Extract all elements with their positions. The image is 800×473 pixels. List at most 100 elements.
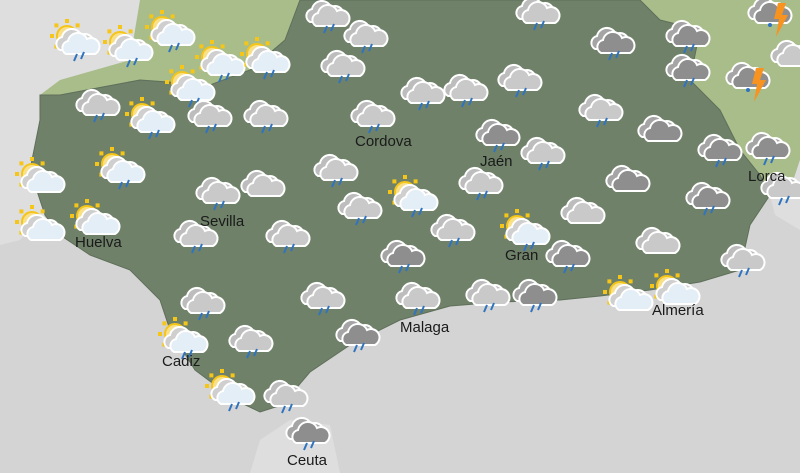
sun-ray — [74, 203, 79, 208]
sun-cloud-rain-icon — [195, 40, 246, 83]
sun-ray — [220, 369, 224, 373]
rain-drop — [490, 302, 495, 311]
rain-drop — [715, 159, 720, 168]
city-label-sevilla: Sevilla — [200, 213, 245, 230]
sun-ray — [183, 321, 188, 326]
sun-ray — [54, 23, 59, 28]
rain-drop — [268, 123, 273, 132]
rain-drops-icon — [261, 123, 273, 134]
cloud-shape — [406, 80, 446, 104]
rain-drop — [310, 440, 315, 449]
sun-ray — [392, 179, 397, 184]
rain-drop — [360, 342, 365, 351]
cloud-shape — [61, 31, 101, 55]
rain-drop — [212, 123, 217, 132]
sun-ray — [85, 199, 89, 203]
rain-drop — [303, 442, 308, 451]
cloud-shape — [526, 140, 566, 164]
sun-ray — [169, 69, 174, 74]
sun-ray — [603, 290, 607, 294]
cloud-shape — [206, 52, 246, 76]
rain-drop — [198, 243, 203, 252]
rain-drop — [375, 123, 380, 132]
cloud-shape — [319, 157, 359, 181]
cloud-icon — [560, 196, 606, 224]
dark-cloud-rain-icon — [475, 118, 521, 153]
sun-ray — [118, 25, 122, 29]
sun-ray — [210, 40, 214, 44]
rain-drop — [770, 155, 775, 164]
sun-ray — [162, 321, 167, 326]
sun-ray — [618, 275, 622, 279]
sun-ray — [30, 205, 34, 209]
rain-drop — [80, 51, 85, 60]
rain-drops-icon — [608, 50, 620, 61]
rain-drop — [331, 179, 336, 188]
cloud-shape — [176, 77, 216, 101]
rain-drop — [188, 349, 193, 358]
rain-drop — [683, 79, 688, 88]
rain-drop — [425, 100, 430, 109]
rain-drop — [198, 312, 203, 321]
rain-drop — [281, 405, 286, 414]
rain-drop — [500, 142, 505, 151]
rain-drop — [325, 305, 330, 314]
rain-drop — [188, 99, 193, 108]
rain-drops-icon — [205, 123, 217, 134]
rain-drop — [418, 207, 423, 216]
cloud-shape — [611, 168, 651, 192]
cloud-shape — [703, 137, 743, 161]
rain-drops-icon — [246, 348, 258, 359]
cloud-shape — [291, 420, 331, 444]
rain-drops-icon — [538, 160, 550, 171]
sun-ray — [650, 284, 654, 288]
sun-cloud-rain-icon — [125, 97, 176, 140]
sun-ray — [40, 209, 45, 214]
dark-cloud-rain-icon — [745, 131, 791, 166]
sun-cloud-rain-icon — [103, 25, 154, 68]
sun-ray — [40, 161, 45, 166]
rain-drop — [710, 205, 715, 214]
cloud-shape — [193, 103, 233, 127]
rain-drop — [205, 125, 210, 134]
rain-drop — [563, 265, 568, 274]
rain-drops-icon — [323, 23, 335, 34]
city-label-cadiz: Cadiz — [162, 353, 201, 370]
rain-drop — [405, 263, 410, 272]
sun-ray — [515, 209, 519, 213]
sun-ray — [230, 373, 235, 378]
rain-drops-icon — [461, 97, 473, 108]
rain-drops-icon — [353, 342, 365, 353]
sun-ray — [195, 55, 199, 59]
rain-drops-icon — [413, 305, 425, 316]
cloud-shape — [106, 159, 146, 183]
rain-drop — [225, 72, 230, 81]
rain-drops-icon — [191, 243, 203, 254]
rain-drops-icon — [523, 241, 535, 252]
rain-drop — [603, 117, 608, 126]
rain-drop — [270, 69, 275, 78]
sun-ray — [654, 273, 659, 278]
rain-drop — [746, 88, 750, 92]
rain-drop — [155, 129, 160, 138]
sun-ray — [255, 37, 259, 41]
cloud-rain-icon — [760, 171, 800, 206]
rain-drops-icon — [361, 43, 373, 54]
sun-cloud-rain-icon — [145, 10, 196, 53]
sun-cloud-rain-icon — [500, 209, 551, 252]
rain-drop — [515, 89, 520, 98]
rain-drops-icon — [683, 43, 695, 54]
rain-drop — [690, 43, 695, 52]
cloud-rain-icon — [350, 99, 396, 134]
cloud-rain-icon — [337, 191, 383, 226]
sun-ray — [50, 34, 54, 38]
rain-drop — [722, 157, 727, 166]
cloud-rain-icon — [400, 76, 446, 111]
sun-cloud-rain-icon — [240, 37, 291, 80]
rain-drop — [213, 202, 218, 211]
cloud-rain-icon — [443, 73, 489, 108]
cloud-shape — [471, 282, 511, 306]
cloud-rain-icon — [228, 324, 274, 359]
rain-drop — [476, 192, 481, 201]
rain-drops-icon — [683, 77, 695, 88]
